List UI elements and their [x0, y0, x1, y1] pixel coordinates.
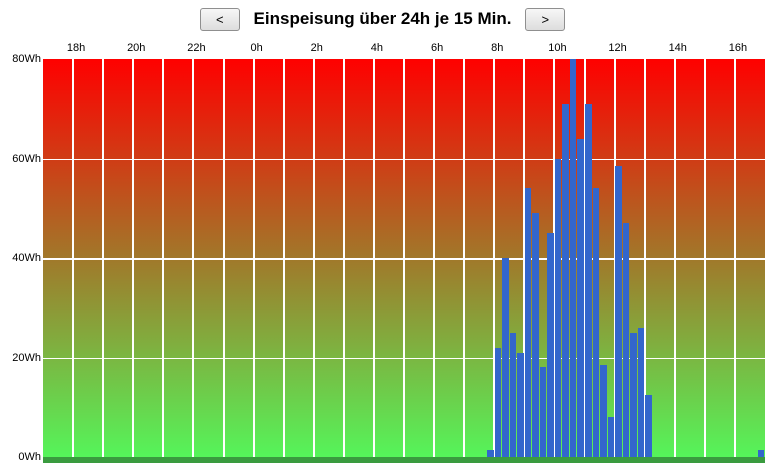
- bar: [532, 213, 539, 457]
- x-axis-label: 14h: [668, 42, 687, 54]
- bar: [645, 394, 652, 457]
- y-axis-label: 40Wh: [12, 252, 41, 264]
- bar: [607, 417, 615, 457]
- next-button[interactable]: >: [525, 7, 566, 31]
- bar: [577, 138, 584, 457]
- bar: [494, 347, 502, 457]
- bar: [637, 327, 645, 457]
- bar: [622, 223, 630, 457]
- x-axis-label: 12h: [608, 42, 627, 54]
- bar: [524, 188, 532, 457]
- x-axis-label: 6h: [430, 42, 444, 54]
- bar: [615, 165, 622, 457]
- feed-in-chart: 80Wh 60Wh 40Wh 20Wh 0Wh 18h 20h 22h 0h 2h 4h 6h 8h 1…: [0, 38, 765, 463]
- bar: [539, 367, 547, 457]
- x-axis-label: 2h: [310, 42, 323, 54]
- gridline-horizontal: [43, 357, 765, 359]
- gridline-horizontal: [43, 158, 765, 160]
- plot-area: [43, 59, 765, 457]
- y-axis-label: 60Wh: [12, 152, 41, 165]
- x-axis-label: 10h: [548, 42, 567, 54]
- bar: [502, 258, 509, 457]
- x-axis-label: 0h: [250, 42, 263, 54]
- bar: [600, 364, 607, 457]
- y-axis-label: 20Wh: [12, 351, 41, 364]
- x-axis-label: 20h: [127, 42, 146, 54]
- x-axis-label: 16h: [728, 42, 748, 54]
- prev-button[interactable]: <: [199, 7, 240, 31]
- chart-header: < Einspeisung über 24h je 15 Min. >: [0, 0, 765, 38]
- bar: [562, 103, 569, 457]
- bar: [487, 449, 494, 457]
- x-axis-label: 8h: [491, 42, 504, 54]
- bar: [554, 158, 562, 457]
- bar: [592, 188, 600, 457]
- x-axis-label: 4h: [370, 42, 384, 54]
- y-axis-label: 80Wh: [12, 53, 41, 65]
- bar: [757, 449, 765, 457]
- bar: [585, 103, 592, 457]
- bar: [517, 352, 524, 457]
- bar: [569, 59, 577, 457]
- bar: [630, 332, 637, 457]
- baseline-strip: [43, 457, 765, 463]
- y-axis-label: 0Wh: [18, 451, 41, 463]
- bar: [509, 332, 517, 457]
- bar: [547, 233, 554, 457]
- x-axis-label: 18h: [66, 42, 86, 54]
- page-title: Einspeisung über 24h je 15 Min.: [253, 9, 512, 28]
- gridline-horizontal: [43, 258, 765, 260]
- x-axis-label: 22h: [187, 42, 206, 54]
